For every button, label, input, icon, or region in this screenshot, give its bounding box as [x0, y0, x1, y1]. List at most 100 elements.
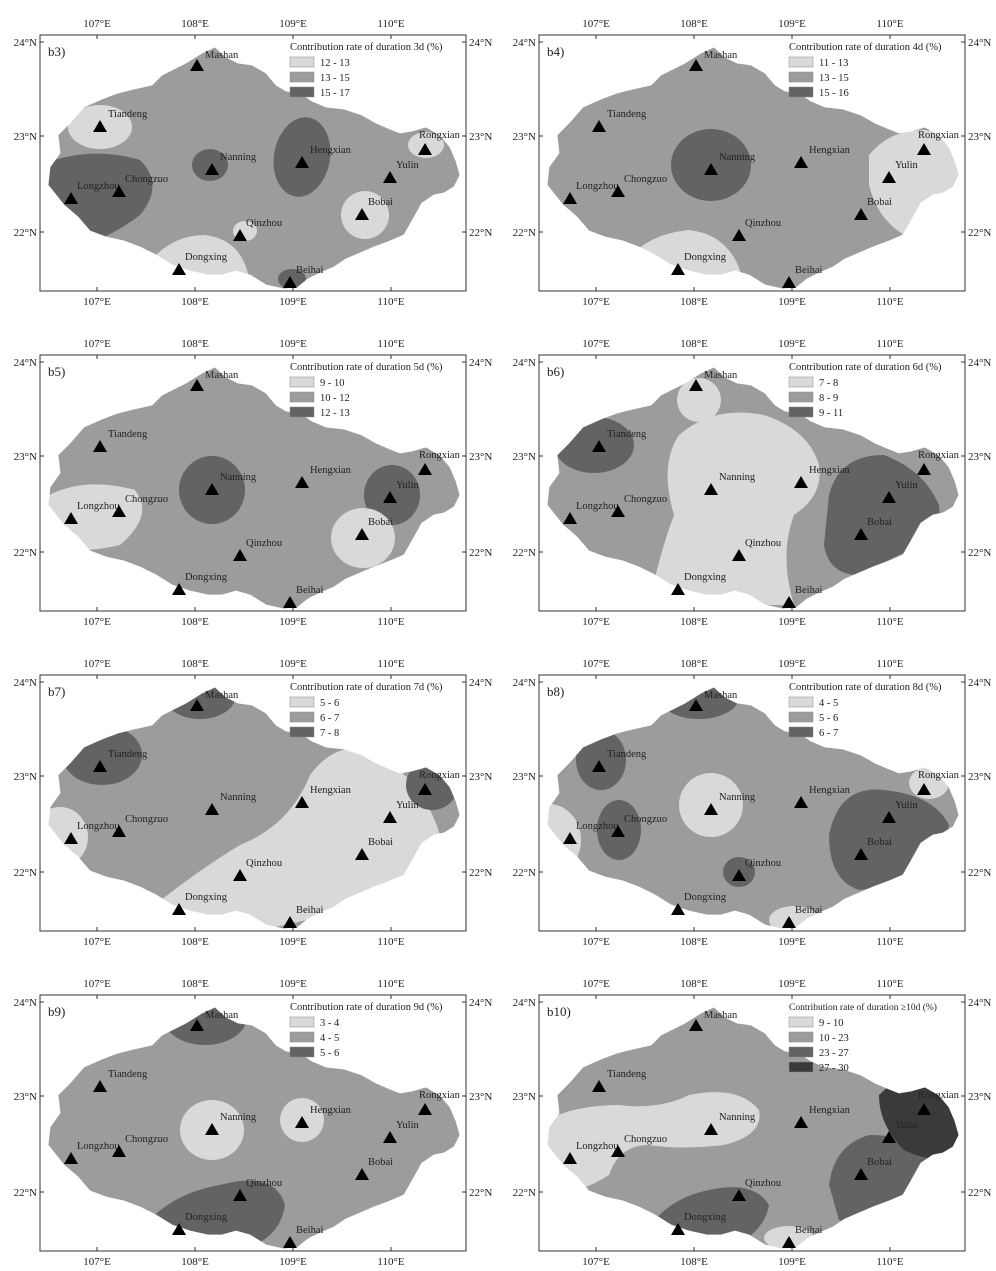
station-label: Mashan — [205, 50, 239, 61]
lon-label-bottom: 107°E — [83, 936, 111, 948]
station-marker — [418, 1103, 432, 1115]
contour-zone — [649, 412, 820, 605]
legend-swatch — [788, 696, 814, 708]
station-marker — [233, 549, 247, 561]
legend-entry: 6 - 7 — [320, 713, 339, 724]
station-marker — [64, 1152, 78, 1164]
station-label: Beihai — [296, 905, 323, 916]
station-marker — [917, 463, 931, 475]
station-label: Nanning — [719, 152, 756, 163]
station-marker — [93, 760, 107, 772]
station-label: Beihai — [296, 265, 323, 276]
region-fill — [547, 1007, 959, 1249]
legend-swatch — [788, 711, 814, 723]
panel-label: b3) — [48, 44, 65, 59]
station-marker — [383, 1131, 397, 1143]
lon-label-bottom: 107°E — [582, 296, 610, 308]
station-label: Dongxing — [684, 252, 727, 263]
legend-entry: 8 - 9 — [819, 393, 838, 404]
region-outline — [47, 46, 461, 290]
station-marker — [854, 848, 868, 860]
legend-entry: 6 - 7 — [819, 728, 838, 739]
lon-label-top: 107°E — [83, 18, 111, 30]
station-label: Nanning — [719, 792, 756, 803]
legend-entry: 15 - 17 — [320, 88, 350, 99]
legend-title: Contribution rate of duration 8d (%) — [789, 682, 942, 693]
lat-label-left: 24°N — [513, 997, 536, 1009]
lon-label-top: 107°E — [83, 338, 111, 350]
station-marker — [732, 869, 746, 881]
station-marker — [563, 832, 577, 844]
lon-label-top: 110°E — [876, 18, 903, 30]
station-label: Bobai — [867, 197, 892, 208]
station-label: Dongxing — [185, 1212, 228, 1223]
lat-label-right: 22°N — [469, 547, 492, 559]
panel-label: b6) — [547, 364, 564, 379]
station-marker — [355, 208, 369, 220]
station-label: Longzhou — [576, 181, 619, 192]
region-outline — [546, 366, 960, 610]
station-label: Dongxing — [684, 572, 727, 583]
legend-title: Contribution rate of duration 5d (%) — [290, 362, 443, 373]
station-marker — [283, 276, 297, 288]
station-marker — [732, 229, 746, 241]
station-label: Qinzhou — [246, 858, 283, 869]
lon-label-bottom: 108°E — [181, 616, 209, 628]
station-label: Chongzuo — [125, 814, 168, 825]
station-label: Tiandeng — [108, 749, 148, 760]
legend-entry: 4 - 5 — [320, 1033, 339, 1044]
map-panel-b3: 107°E 107°E 108°E 108°E 109°E 109°E 110°E 110°E… — [14, 18, 493, 308]
lon-label-bottom: 108°E — [181, 296, 209, 308]
station-marker — [283, 596, 297, 608]
lat-label-left: 23°N — [513, 1091, 536, 1103]
station-marker — [782, 276, 796, 288]
station-label: Tiandeng — [607, 1069, 647, 1080]
station-label: Rongxian — [918, 1090, 960, 1101]
station-label: Qinzhou — [246, 218, 283, 229]
station-label: Hengxian — [809, 1105, 851, 1116]
legend-entry: 15 - 16 — [819, 88, 849, 99]
station-marker — [355, 1168, 369, 1180]
station-marker — [205, 483, 219, 495]
station-label: Dongxing — [185, 252, 228, 263]
station-label: Longzhou — [576, 821, 619, 832]
station-marker — [704, 803, 718, 815]
lat-label-left: 23°N — [513, 771, 536, 783]
station-marker — [190, 1019, 204, 1031]
panel-label: b9) — [48, 1004, 65, 1019]
station-label: Rongxian — [419, 130, 461, 141]
lat-label-left: 23°N — [14, 131, 37, 143]
lat-label-right: 24°N — [968, 37, 991, 49]
station-label: Mashan — [704, 370, 738, 381]
station-label: Chongzuo — [125, 494, 168, 505]
lon-label-top: 109°E — [778, 978, 806, 990]
lon-label-top: 107°E — [83, 658, 111, 670]
station-label: Rongxian — [419, 1090, 461, 1101]
legend-title: Contribution rate of duration 6d (%) — [789, 362, 942, 373]
station-marker — [283, 1236, 297, 1248]
station-marker — [383, 491, 397, 503]
legend-entry: 11 - 13 — [819, 58, 848, 69]
lon-label-bottom: 109°E — [778, 936, 806, 948]
lon-label-bottom: 108°E — [680, 296, 708, 308]
lat-label-left: 22°N — [513, 547, 536, 559]
station-label: Beihai — [795, 585, 822, 596]
lon-label-top: 109°E — [778, 338, 806, 350]
station-marker — [689, 699, 703, 711]
lon-label-top: 108°E — [680, 18, 708, 30]
station-marker — [112, 1145, 126, 1157]
legend-swatch — [788, 71, 814, 83]
station-label: Nanning — [719, 472, 756, 483]
station-marker — [233, 229, 247, 241]
lat-label-left: 24°N — [513, 357, 536, 369]
station-label: Longzhou — [77, 181, 120, 192]
station-marker — [592, 1080, 606, 1092]
lat-label-right: 24°N — [968, 677, 991, 689]
legend-entry: 23 - 27 — [819, 1048, 849, 1059]
station-label: Qinzhou — [745, 538, 782, 549]
station-label: Mashan — [205, 370, 239, 381]
station-label: Rongxian — [419, 770, 461, 781]
station-label: Bobai — [867, 837, 892, 848]
contour-zone — [163, 1007, 247, 1045]
legend-swatch — [289, 1031, 315, 1043]
